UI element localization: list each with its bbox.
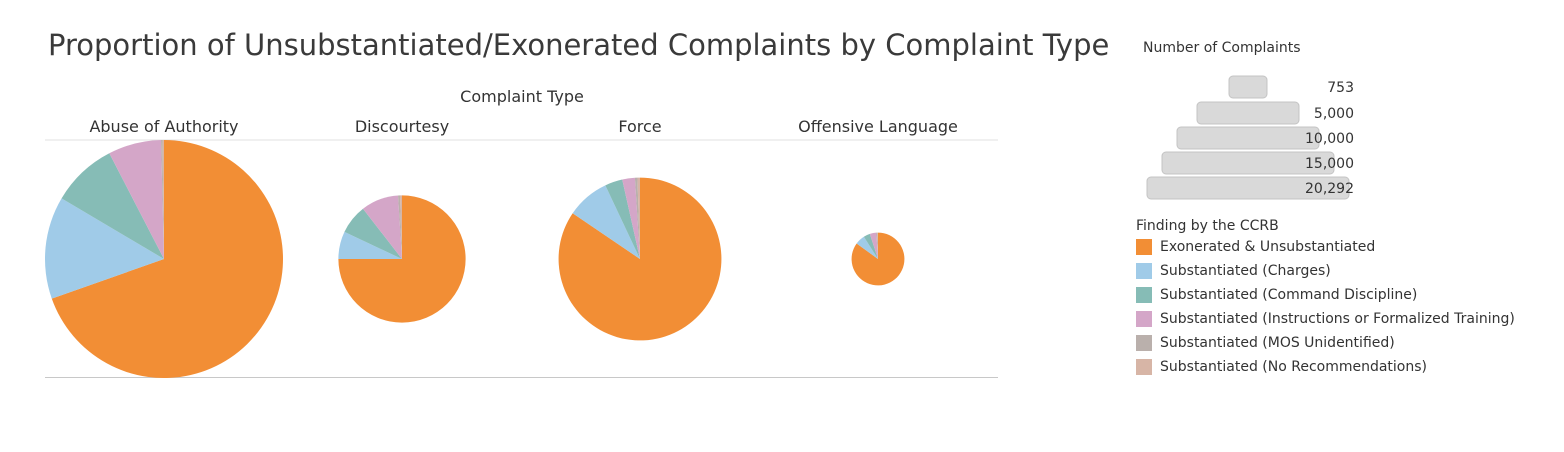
color-legend-item-substantiated-instructions-or-formalized-training[interactable]: Substantiated (Instructions or Formalize… <box>1136 307 1515 331</box>
legend-label: Substantiated (Command Discipline) <box>1160 287 1418 303</box>
pie-slice-abuse-of-authority-substantiated-instructions-or-formalized-training[interactable] <box>109 140 164 259</box>
size-legend-marks: 753 5,000 10,000 15,000 20,292 <box>1146 75 1354 200</box>
size-legend-label-2: 5,000 <box>1314 106 1354 122</box>
size-legend-label-1: 753 <box>1327 80 1354 96</box>
size-legend-mark-3 <box>1176 126 1320 150</box>
pie-slice-force-substantiated-no-recommendations[interactable] <box>637 177 640 259</box>
color-legend-item-substantiated-mos-unidentified[interactable]: Substantiated (MOS Unidentified) <box>1136 331 1515 355</box>
pie-slice-discourtesy-substantiated-command-discipline[interactable] <box>344 208 402 259</box>
pie-slice-offensive-language-substantiated-instructions-or-formalized-training[interactable] <box>869 232 878 259</box>
legend-swatch <box>1136 359 1152 375</box>
legend-swatch <box>1136 335 1152 351</box>
pies <box>45 140 905 379</box>
column-title-force: Force <box>618 117 661 136</box>
pie-slice-discourtesy-substantiated-mos-unidentified[interactable] <box>398 195 402 259</box>
column-title-offensive-language: Offensive Language <box>798 117 958 136</box>
size-legend-label-4: 15,000 <box>1305 156 1354 172</box>
pie-slice-offensive-language-substantiated-no-recommendations[interactable] <box>877 232 878 259</box>
size-legend-mark-1 <box>1228 75 1268 99</box>
pie-slice-discourtesy-substantiated-instructions-or-formalized-training[interactable] <box>363 195 402 259</box>
pie-slice-abuse-of-authority-substantiated-mos-unidentified[interactable] <box>161 140 164 259</box>
size-legend-label-5: 20,292 <box>1305 181 1354 197</box>
pie-slice-abuse-of-authority-substantiated-no-recommendations[interactable] <box>162 140 164 259</box>
color-legend-items: Exonerated & Unsubstantiated Substantiate… <box>1136 235 1515 379</box>
legend-label: Exonerated & Unsubstantiated <box>1160 239 1376 255</box>
size-legend-mark-4 <box>1161 151 1335 175</box>
pie-slice-offensive-language-substantiated-command-discipline[interactable] <box>863 233 878 259</box>
column-title-discourtesy: Discourtesy <box>355 117 449 136</box>
size-legend-mark-2 <box>1196 101 1300 125</box>
size-legend: Number of Complaints 753 5,000 10,000 15,00… <box>1143 40 1363 210</box>
size-legend-mark-5 <box>1146 176 1350 200</box>
pie-force[interactable] <box>558 177 722 341</box>
pie-slice-force-substantiated-charges[interactable] <box>572 185 640 259</box>
pie-slice-abuse-of-authority-substantiated-command-discipline[interactable] <box>61 153 164 259</box>
column-title-abuse-of-authority: Abuse of Authority <box>89 117 238 136</box>
pie-abuse-of-authority[interactable] <box>45 140 284 379</box>
legend-swatch <box>1136 239 1152 255</box>
legend-swatch <box>1136 287 1152 303</box>
pie-offensive-language[interactable] <box>851 232 905 286</box>
pie-slice-abuse-of-authority-exonerated-unsubstantiated[interactable] <box>51 140 284 379</box>
legend-label: Substantiated (Charges) <box>1160 263 1331 279</box>
color-legend-item-substantiated-command-discipline[interactable]: Substantiated (Command Discipline) <box>1136 283 1515 307</box>
pie-discourtesy[interactable] <box>338 195 466 323</box>
pie-slice-abuse-of-authority-substantiated-charges[interactable] <box>45 198 164 299</box>
color-legend-item-substantiated-no-recommendations[interactable]: Substantiated (No Recommendations) <box>1136 355 1515 379</box>
pie-chart-panel: Complaint Type Abuse of Authority Discour… <box>45 87 998 379</box>
pie-slice-discourtesy-substantiated-charges[interactable] <box>338 231 402 259</box>
chart-title: Proportion of Unsubstantiated/Exonerated… <box>48 28 1110 62</box>
x-axis-title: Complaint Type <box>460 87 584 106</box>
column-titles: Abuse of Authority Discourtesy Force Offens… <box>89 117 957 136</box>
pie-slice-force-substantiated-command-discipline[interactable] <box>605 179 640 259</box>
pie-slice-offensive-language-substantiated-charges[interactable] <box>856 236 878 259</box>
legend-label: Substantiated (MOS Unidentified) <box>1160 335 1395 351</box>
legend-swatch <box>1136 311 1152 327</box>
pie-slice-force-substantiated-instructions-or-formalized-training[interactable] <box>622 177 640 259</box>
size-legend-title: Number of Complaints <box>1143 40 1301 56</box>
color-legend-item-substantiated-charges[interactable]: Substantiated (Charges) <box>1136 259 1515 283</box>
legend-label: Substantiated (No Recommendations) <box>1160 359 1428 375</box>
pie-slice-discourtesy-substantiated-no-recommendations[interactable] <box>400 195 402 259</box>
color-legend: Finding by the CCRB Exonerated & Unsubst… <box>1136 218 1515 379</box>
size-legend-label-3: 10,000 <box>1305 131 1354 147</box>
pie-slice-force-substantiated-mos-unidentified[interactable] <box>634 177 640 259</box>
pie-slice-offensive-language-exonerated-unsubstantiated[interactable] <box>851 232 905 286</box>
legend-label: Substantiated (Instructions or Formalize… <box>1160 311 1515 327</box>
pie-slice-offensive-language-substantiated-mos-unidentified[interactable] <box>876 232 878 259</box>
color-legend-item-exonerated-unsubstantiated[interactable]: Exonerated & Unsubstantiated <box>1136 235 1515 259</box>
color-legend-title: Finding by the CCRB <box>1136 218 1279 234</box>
legend-swatch <box>1136 263 1152 279</box>
